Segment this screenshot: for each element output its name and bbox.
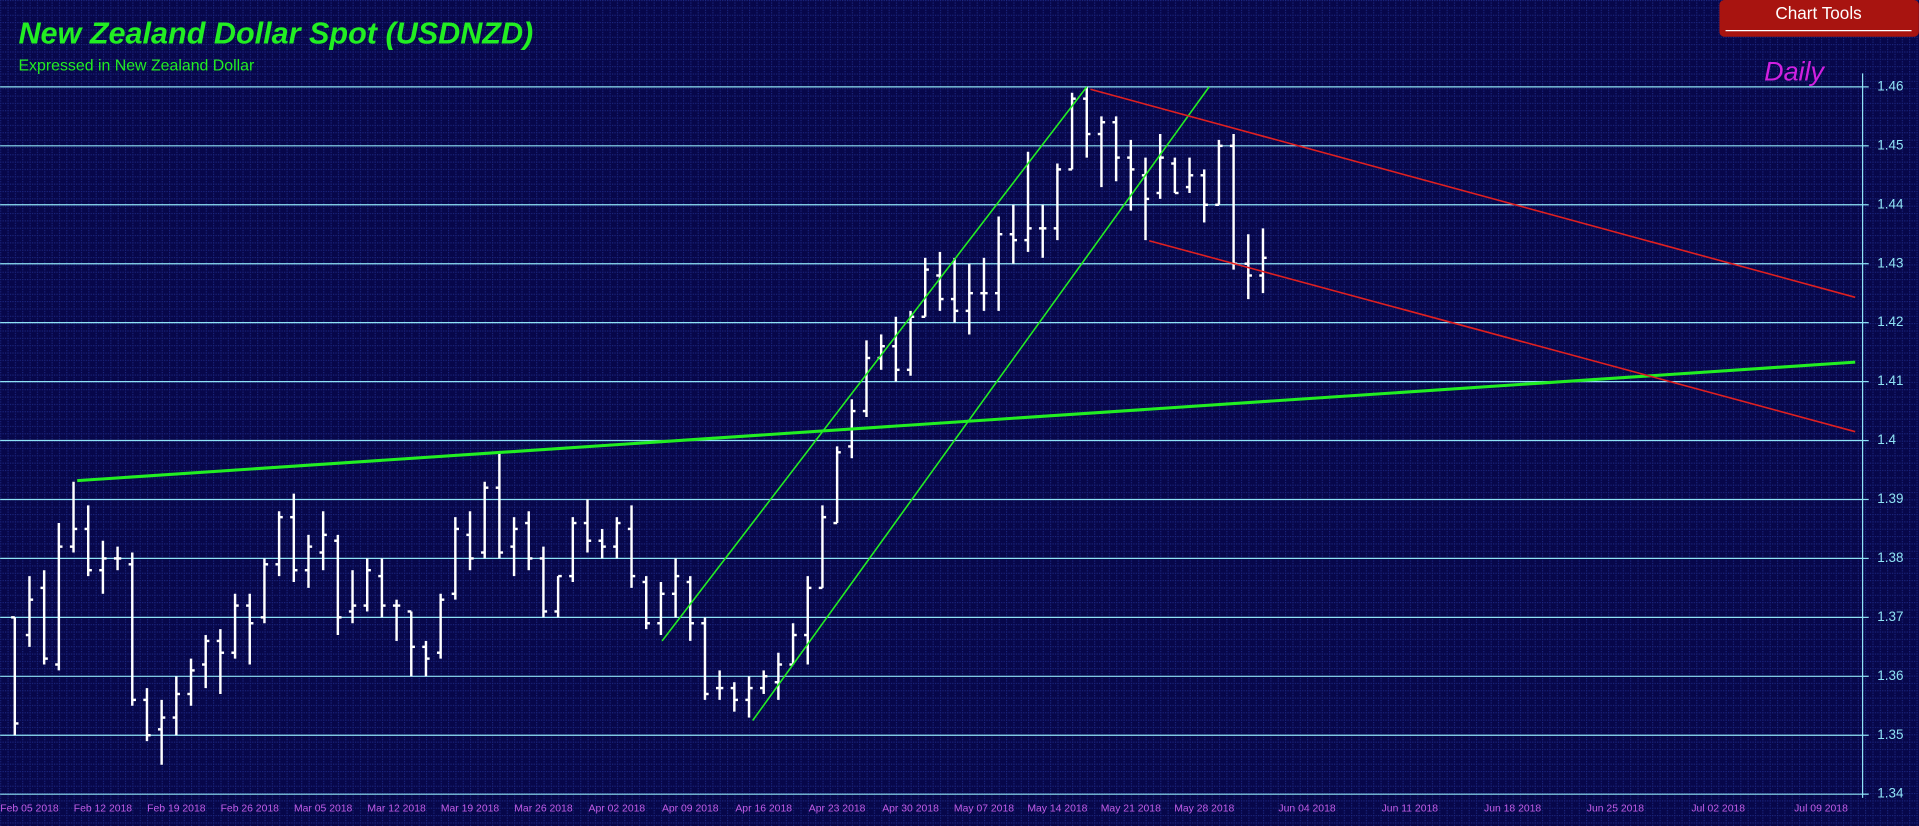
x-tick-label: Jun 18 2018 [1484, 804, 1541, 815]
x-tick-label: Apr 16 2018 [735, 804, 792, 815]
y-tick-label: 1.41 [1877, 373, 1903, 388]
x-tick-label: Mar 05 2018 [294, 804, 353, 815]
y-tick-label: 1.45 [1877, 137, 1903, 152]
y-tick-label: 1.4 [1877, 432, 1896, 447]
x-tick-label: Jun 25 2018 [1587, 804, 1644, 815]
button-label[interactable]: Chart Tools [1775, 3, 1861, 23]
y-tick-label: 1.43 [1877, 255, 1903, 270]
y-tick-label: 1.35 [1877, 727, 1903, 742]
chart-subtitle: Expressed in New Zealand Dollar [18, 57, 255, 74]
x-tick-label: Apr 23 2018 [809, 804, 866, 815]
x-tick-label: May 21 2018 [1101, 804, 1161, 815]
x-tick-label: Apr 09 2018 [662, 804, 719, 815]
x-tick-label: Apr 30 2018 [882, 804, 939, 815]
y-tick-label: 1.46 [1877, 78, 1903, 93]
trend-line [661, 86, 1088, 642]
x-tick-label: Feb 05 2018 [0, 804, 59, 815]
period-label: Daily [1764, 57, 1825, 87]
button-background[interactable] [1719, 0, 1919, 37]
y-tick-label: 1.42 [1877, 314, 1903, 329]
trend-line [752, 86, 1210, 721]
trend-line [1090, 88, 1856, 299]
x-tick-label: Feb 19 2018 [147, 804, 206, 815]
chart-title: New Zealand Dollar Spot (USDNZD) [18, 17, 533, 51]
x-tick-label: Jun 11 2018 [1382, 804, 1439, 815]
x-tick-label: Mar 26 2018 [514, 804, 573, 815]
y-tick-label: 1.36 [1877, 668, 1903, 683]
x-tick-label: Jun 04 2018 [1278, 804, 1335, 815]
x-tick-label: Jul 02 2018 [1691, 804, 1745, 815]
y-tick-label: 1.39 [1877, 491, 1903, 506]
x-tick-label: Feb 12 2018 [74, 804, 133, 815]
x-tick-label: Mar 12 2018 [367, 804, 426, 815]
y-tick-label: 1.38 [1877, 550, 1903, 565]
plot-area: 1.34 1.35 1.36 1.37 1.38 1.39 1.4 1.41 1.42 1.43 1… [0, 78, 1904, 815]
y-tick-label: 1.34 [1877, 786, 1904, 801]
x-tick-label: May 07 2018 [954, 804, 1014, 815]
y-tick-label: 1.44 [1877, 196, 1904, 211]
x-tick-label: Jul 09 2018 [1794, 804, 1848, 815]
x-tick-label: Apr 02 2018 [589, 804, 646, 815]
y-tick-label: 1.37 [1877, 609, 1903, 624]
chart-tools-button[interactable]: Chart Tools [1719, 0, 1919, 37]
x-tick-label: May 14 2018 [1027, 804, 1087, 815]
trend-line [1148, 239, 1856, 433]
x-tick-label: Mar 19 2018 [441, 804, 500, 815]
x-tick-label: May 28 2018 [1174, 804, 1234, 815]
x-tick-label: Feb 26 2018 [221, 804, 280, 815]
trend-line [77, 360, 1856, 483]
